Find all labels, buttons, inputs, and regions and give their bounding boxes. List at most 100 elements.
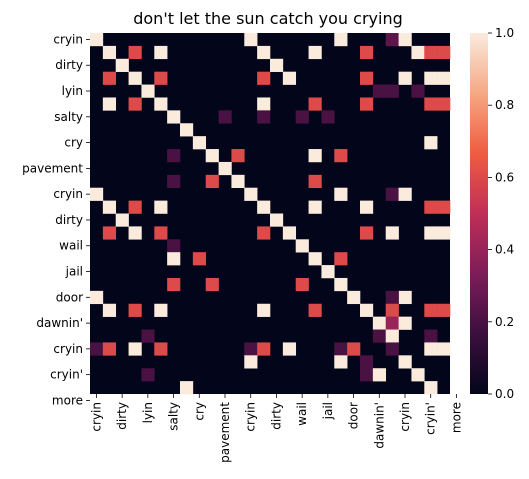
heatmap-cell: [257, 200, 271, 214]
heatmap-cell: [424, 136, 438, 150]
heatmap-cell: [398, 316, 412, 330]
heatmap-cell: [360, 200, 374, 214]
heatmap-cell: [244, 355, 258, 369]
x-tick-label: wail: [295, 402, 309, 426]
x-tick-label: cry: [192, 402, 206, 421]
heatmap-cell: [295, 110, 309, 124]
heatmap-cell: [167, 239, 181, 253]
heatmap-cell: [128, 303, 142, 317]
heatmap-cell: [102, 303, 117, 317]
heatmap-cell: [205, 277, 219, 292]
heatmap-cell: [128, 226, 142, 240]
heatmap-cell: [360, 368, 374, 382]
heatmap-cell: [192, 136, 207, 150]
heatmap-cell: [154, 71, 168, 85]
y-tick-label: pavement: [22, 161, 83, 175]
heatmap-cell: [167, 149, 181, 163]
heatmap-cell: [308, 45, 322, 60]
heatmap-cell: [437, 71, 451, 85]
heatmap-cell: [244, 342, 258, 356]
heatmap-cell: [334, 33, 348, 47]
heatmap-cell: [141, 84, 155, 98]
heatmap-cell: [270, 213, 284, 227]
heatmap-cell: [385, 187, 399, 201]
x-tick-label: lyin: [141, 402, 155, 423]
y-tick-label: cryin: [53, 187, 83, 201]
heatmap-cell: [308, 200, 322, 214]
heatmap-cell: [141, 329, 155, 343]
y-tick-label: dirty: [55, 58, 83, 72]
heatmap-cell: [257, 342, 271, 356]
y-tick-label: door: [56, 290, 83, 304]
heatmap-cell: [437, 200, 451, 214]
heatmap-cell: [321, 265, 335, 279]
heatmap-cell: [372, 329, 387, 343]
heatmap-cell: [231, 149, 245, 163]
heatmap-cell: [257, 97, 271, 111]
heatmap-cell: [360, 355, 374, 369]
y-tick-label: cryin: [53, 32, 83, 46]
heatmap-cell: [167, 277, 181, 292]
heatmap-cell: [128, 200, 142, 214]
heatmap-cell: [360, 303, 374, 317]
colorbar-tick-label: 0.2: [495, 315, 514, 329]
heatmap-cell: [115, 213, 129, 227]
x-tick-label: cryin': [424, 402, 438, 435]
heatmap-cell: [411, 45, 425, 60]
heatmap-cell: [128, 97, 142, 111]
y-tick-label: cry: [64, 136, 83, 150]
heatmap-cell: [424, 342, 438, 356]
heatmap-cell: [282, 226, 297, 240]
y-tick-label: cryin': [50, 368, 83, 382]
colorbar-tick-label: 0.8: [495, 98, 514, 112]
heatmap-cell: [385, 316, 399, 330]
heatmap-cell: [385, 290, 399, 305]
x-tick-label: pavement: [218, 402, 232, 463]
heatmap-cell: [398, 71, 412, 85]
heatmap-cell: [398, 290, 412, 305]
heatmap-cell: [90, 342, 104, 356]
heatmap-cell: [205, 149, 219, 163]
heatmap-cell: [424, 71, 438, 85]
heatmap-cell: [385, 329, 399, 343]
x-tick-label: salty: [167, 402, 181, 431]
heatmap-cell: [257, 45, 271, 60]
x-tick-label: door: [347, 402, 361, 429]
heatmap-cell: [334, 149, 348, 163]
heatmap-cell: [385, 303, 399, 317]
x-axis: cryin dirty lyin salty cry pavement cryin dirty…: [89, 394, 463, 463]
heatmap-cell: [154, 200, 168, 214]
heatmap-cell: [372, 368, 387, 382]
heatmap-cell: [398, 355, 412, 369]
x-tick-label: jail: [321, 402, 335, 420]
heatmap-cell: [385, 84, 399, 98]
heatmap-cell: [115, 58, 129, 72]
heatmap-cell: [334, 342, 348, 356]
chart-title: don't let the sun catch you crying: [133, 9, 403, 28]
heatmap-cell: [437, 342, 451, 356]
heatmap-cell: [270, 58, 284, 72]
heatmap-cell: [257, 303, 271, 317]
y-tick-label: cryin: [53, 342, 83, 356]
heatmap-cell: [360, 226, 374, 240]
heatmap-cells: [90, 33, 451, 395]
x-tick-label: cryin: [398, 402, 412, 432]
x-tick-label: dirty: [115, 402, 129, 430]
heatmap-cell: [347, 290, 361, 305]
heatmap-cell: [128, 45, 142, 60]
heatmap-cell: [90, 187, 104, 201]
heatmap-cell: [102, 71, 117, 85]
heatmap-cell: [295, 277, 309, 292]
x-tick-label: more: [449, 402, 463, 433]
heatmap-cell: [295, 239, 309, 253]
heatmap-cell: [167, 110, 181, 124]
heatmap-cell: [308, 149, 322, 163]
heatmap-cell: [321, 110, 335, 124]
y-tick-label: wail: [59, 239, 83, 253]
heatmap-cell: [424, 200, 438, 214]
heatmap-cell: [411, 368, 425, 382]
heatmap-cell: [360, 97, 374, 111]
heatmap-cell: [437, 45, 451, 60]
heatmap-cell: [128, 71, 142, 85]
heatmap-cell: [205, 174, 219, 189]
